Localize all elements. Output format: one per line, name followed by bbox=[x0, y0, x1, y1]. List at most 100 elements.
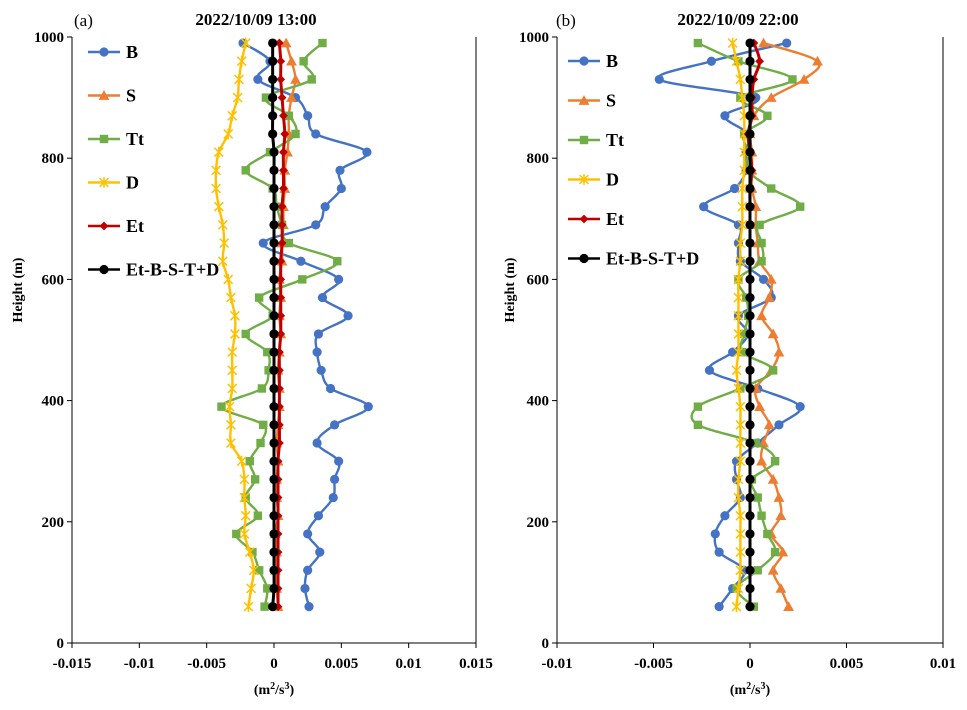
data-point-sum bbox=[269, 202, 279, 212]
data-point-tt bbox=[241, 166, 250, 175]
data-point-tt bbox=[260, 602, 269, 611]
data-point-s bbox=[812, 55, 823, 66]
data-point-sum bbox=[745, 456, 755, 466]
data-point-sum bbox=[269, 311, 279, 321]
data-point-d bbox=[225, 419, 236, 431]
data-point-sum bbox=[745, 565, 755, 575]
data-point-tt bbox=[738, 347, 747, 357]
legend-label: S bbox=[606, 91, 616, 111]
data-point-sum bbox=[745, 438, 755, 448]
data-point-b bbox=[795, 402, 805, 412]
data-point-d bbox=[240, 37, 251, 49]
data-point-sum bbox=[745, 583, 755, 594]
data-point-sum bbox=[268, 602, 278, 612]
data-point-b bbox=[315, 547, 325, 557]
data-point-b bbox=[714, 602, 724, 612]
data-point-b bbox=[704, 365, 715, 375]
legend-marker bbox=[99, 221, 109, 231]
data-point-et bbox=[279, 111, 288, 121]
data-point-s bbox=[763, 419, 775, 430]
panel-b-x-axis-label: (m2/s3) bbox=[730, 681, 771, 698]
data-point-tt bbox=[693, 38, 703, 48]
data-point-sum bbox=[269, 420, 279, 430]
data-point-et bbox=[277, 202, 287, 212]
legend-label: Tt bbox=[606, 130, 624, 150]
data-point-sum bbox=[269, 402, 279, 412]
panel-a-y-axis-label: Height (m) bbox=[11, 257, 26, 322]
data-point-b bbox=[728, 347, 738, 357]
data-point-et bbox=[280, 129, 290, 139]
data-point-d bbox=[733, 583, 744, 594]
x-tick-label: -0.015 bbox=[53, 656, 92, 672]
panel-b-y-axis-label: Height (m) bbox=[503, 257, 518, 322]
data-point-et bbox=[277, 93, 287, 102]
data-point-tt bbox=[757, 238, 766, 248]
data-point-sum bbox=[745, 292, 755, 303]
data-point-d bbox=[733, 328, 744, 340]
data-point-sum bbox=[269, 529, 279, 539]
data-point-d bbox=[735, 455, 746, 467]
data-point-tt bbox=[298, 275, 307, 284]
data-point-sum bbox=[745, 183, 755, 194]
y-tick-label: 400 bbox=[42, 394, 65, 410]
legend-label: Et bbox=[606, 209, 624, 229]
data-point-s bbox=[798, 74, 810, 84]
data-point-sum bbox=[268, 129, 278, 139]
data-point-sum bbox=[269, 256, 279, 266]
panel-a-label: (a) bbox=[74, 11, 93, 30]
legend-marker bbox=[99, 47, 109, 57]
y-tick-label: 600 bbox=[42, 272, 65, 288]
data-point-tt bbox=[284, 238, 294, 248]
data-point-sum bbox=[269, 547, 279, 557]
legend-label: S bbox=[126, 86, 136, 106]
data-point-s bbox=[286, 55, 297, 66]
data-point-sum bbox=[745, 147, 755, 157]
panel-a-x-axis-label: (m2/s3) bbox=[254, 681, 295, 698]
legend-marker bbox=[579, 174, 589, 185]
data-point-d bbox=[227, 364, 238, 376]
data-point-b bbox=[729, 183, 740, 194]
data-point-tt bbox=[693, 402, 703, 411]
data-point-b bbox=[710, 529, 720, 539]
data-point-b bbox=[317, 292, 328, 303]
data-point-d bbox=[737, 201, 748, 213]
data-point-tt bbox=[795, 202, 805, 211]
data-point-d bbox=[227, 346, 238, 358]
panel-a: (a) 2022/10/09 13:00 Height (m) (m2/s3) … bbox=[11, 10, 493, 698]
data-point-sum bbox=[745, 474, 755, 484]
data-point-tt bbox=[788, 75, 797, 84]
x-tick-label: 0 bbox=[270, 656, 278, 672]
data-point-sum bbox=[269, 456, 279, 466]
legend-label: Tt bbox=[126, 129, 144, 149]
data-point-sum bbox=[745, 56, 755, 66]
data-point-et bbox=[279, 184, 288, 193]
data-point-d bbox=[227, 383, 238, 394]
data-point-b bbox=[714, 547, 724, 557]
data-point-sum bbox=[745, 511, 755, 521]
data-point-sum bbox=[745, 529, 755, 539]
series-sum bbox=[268, 38, 279, 612]
data-point-s bbox=[754, 401, 766, 411]
data-point-et bbox=[276, 56, 286, 66]
data-point-sum bbox=[745, 220, 755, 230]
data-point-b bbox=[303, 565, 313, 575]
data-point-sum bbox=[268, 74, 278, 85]
data-point-et bbox=[276, 256, 286, 266]
data-point-sum bbox=[268, 93, 278, 103]
legend-marker bbox=[99, 134, 109, 144]
data-point-d bbox=[232, 92, 243, 103]
data-point-tt bbox=[763, 111, 772, 120]
data-point-b bbox=[758, 274, 769, 284]
data-point-d bbox=[731, 364, 742, 376]
data-point-sum bbox=[745, 111, 755, 121]
data-point-d bbox=[225, 437, 236, 449]
data-point-d bbox=[737, 219, 748, 231]
data-point-tt bbox=[753, 493, 762, 502]
data-point-tt bbox=[254, 293, 264, 302]
legend: BS Tt D Et Et-B-S-T+D bbox=[568, 51, 699, 269]
y-tick-label: 200 bbox=[527, 515, 550, 531]
data-point-b bbox=[782, 38, 792, 48]
data-point-tt bbox=[257, 384, 267, 393]
series-d bbox=[727, 37, 750, 613]
data-point-b bbox=[362, 147, 372, 157]
